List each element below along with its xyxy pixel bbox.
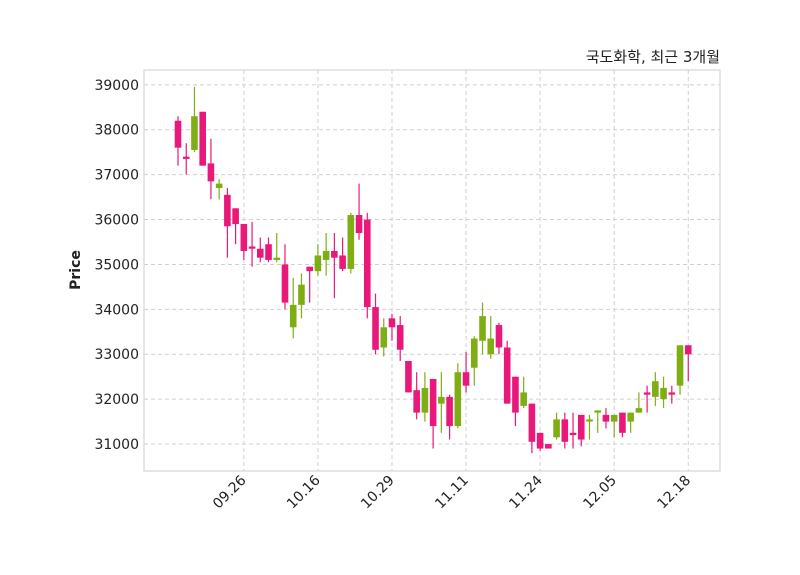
candle-body-down xyxy=(495,325,503,348)
candle-body-down xyxy=(602,414,610,422)
candle-body-down xyxy=(528,403,536,442)
candle-body-down xyxy=(339,255,346,269)
candle-body-up xyxy=(421,387,429,413)
candle-body-down xyxy=(512,376,519,413)
x-tick-label: 11.11 xyxy=(432,473,472,513)
candle-body-up xyxy=(347,215,355,269)
candle-body-down xyxy=(281,264,289,303)
x-tick-label: 12.18 xyxy=(654,473,694,513)
candle-body-down xyxy=(668,392,676,395)
y-tick-label: 31000 xyxy=(94,437,139,453)
x-tick-label: 11.24 xyxy=(506,472,546,512)
candle-body-down xyxy=(224,194,231,227)
candle-body-down xyxy=(429,378,437,427)
candle-body-down xyxy=(462,372,470,386)
candle-body-up xyxy=(487,338,495,355)
candle-body-down xyxy=(207,163,215,182)
y-tick-label: 39000 xyxy=(94,78,139,94)
candle-body-down xyxy=(643,392,651,395)
candle-body-down xyxy=(331,250,338,258)
candle-body-down xyxy=(561,419,569,442)
candle-body-up xyxy=(553,419,560,438)
y-tick-label: 37000 xyxy=(94,168,139,184)
candle-body-down xyxy=(265,244,272,260)
x-tick-label: 12.05 xyxy=(580,473,620,513)
candle-body-down xyxy=(355,215,363,234)
candle-body-down xyxy=(248,246,256,249)
candle-body-up xyxy=(191,116,198,150)
candle-body-down xyxy=(569,432,577,436)
candle-body-up xyxy=(289,304,297,328)
candle-body-up xyxy=(479,316,486,341)
candle-body-up xyxy=(652,381,659,397)
candle-body-down xyxy=(232,208,239,225)
candle-body-up xyxy=(454,372,462,427)
candle-body-down xyxy=(372,307,379,350)
x-tick-label: 09.26 xyxy=(210,472,250,512)
x-tick-label: 10.16 xyxy=(284,472,324,512)
candle-body-down xyxy=(536,432,544,449)
y-tick-label: 32000 xyxy=(94,392,139,408)
chart-title: 국도화학, 최근 3개월 xyxy=(585,48,720,66)
candle-body-up xyxy=(215,183,223,189)
candle-body-up xyxy=(676,345,684,386)
candle-body-down xyxy=(257,248,264,258)
candle-body-up xyxy=(660,387,667,400)
y-tick-label: 38000 xyxy=(94,123,139,139)
candle-body-down xyxy=(396,325,404,350)
y-tick-label: 36000 xyxy=(94,213,139,229)
candle-body-up xyxy=(470,338,478,368)
candle-body-down xyxy=(174,120,182,148)
candle-body-up xyxy=(610,414,618,422)
candle-body-down xyxy=(182,156,190,159)
candle-body-down xyxy=(363,219,371,308)
candle-body-up xyxy=(635,408,643,413)
candle-body-down xyxy=(388,318,396,328)
candle-body-up xyxy=(520,392,527,406)
x-tick-label: 10.29 xyxy=(358,473,398,513)
candle-body-down xyxy=(503,347,511,404)
candle-body-down xyxy=(545,444,552,449)
candle-body-down xyxy=(199,111,206,166)
candle-body-up xyxy=(380,327,388,348)
candle-body-down xyxy=(446,396,453,427)
candle-body-down xyxy=(684,345,692,355)
candle-body-up xyxy=(314,255,322,272)
candle-body-up xyxy=(586,419,593,422)
candle-body-down xyxy=(619,412,626,433)
candle-body-down xyxy=(306,266,313,272)
candle-body-down xyxy=(577,414,585,440)
candle-body-up xyxy=(298,284,305,305)
candle-body-up xyxy=(438,396,445,404)
candle-body-up xyxy=(627,412,634,422)
candle-body-down xyxy=(405,360,412,393)
y-tick-label: 35000 xyxy=(94,257,139,273)
candle-body-up xyxy=(273,257,281,260)
candle-body-down xyxy=(413,390,420,413)
candle-body-up xyxy=(594,410,602,413)
candle-body-down xyxy=(240,224,248,251)
y-tick-label: 34000 xyxy=(94,302,139,318)
y-tick-label: 33000 xyxy=(94,347,139,363)
candle-body-up xyxy=(322,250,330,260)
